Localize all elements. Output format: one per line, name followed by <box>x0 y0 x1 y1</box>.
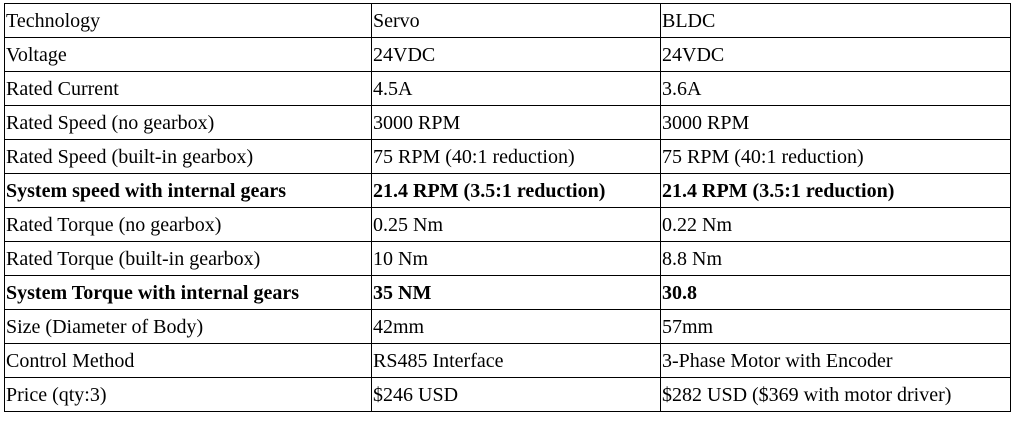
row-label: Size (Diameter of Body) <box>4 309 372 344</box>
table-row: Price (qty:3) $246 USD $282 USD ($369 with… <box>4 377 1011 412</box>
table-row: Technology Servo BLDC <box>4 3 1011 38</box>
table-cell: 75 RPM (40:1 reduction) <box>660 139 1011 174</box>
table-cell: BLDC <box>660 3 1011 38</box>
table-row: Voltage 24VDC 24VDC <box>4 37 1011 72</box>
table-cell: $246 USD <box>371 377 661 412</box>
table-cell: 0.22 Nm <box>660 207 1011 242</box>
row-label: Technology <box>4 3 372 38</box>
table-row: System speed with internal gears 21.4 RPM… <box>4 173 1011 208</box>
table-cell: 57mm <box>660 309 1011 344</box>
table-cell: 35 NM <box>371 275 661 310</box>
table-cell: 8.8 Nm <box>660 241 1011 276</box>
table-cell: 3-Phase Motor with Encoder <box>660 343 1011 378</box>
table-cell: 30.8 <box>660 275 1011 310</box>
table-row: Rated Torque (built-in gearbox) 10 Nm 8.8 … <box>4 241 1011 276</box>
table-cell: 3000 RPM <box>660 105 1011 140</box>
table-cell: 24VDC <box>660 37 1011 72</box>
row-label: Rated Speed (no gearbox) <box>4 105 372 140</box>
table-row: Rated Speed (no gearbox) 3000 RPM 3000 RPM <box>4 105 1011 140</box>
row-label: System speed with internal gears <box>4 173 372 208</box>
table-cell: Servo <box>371 3 661 38</box>
table-cell: $282 USD ($369 with motor driver) <box>660 377 1011 412</box>
table-cell: 21.4 RPM (3.5:1 reduction) <box>660 173 1011 208</box>
row-label: Price (qty:3) <box>4 377 372 412</box>
table-cell: 3.6A <box>660 71 1011 106</box>
table-row: System Torque with internal gears 35 NM 30… <box>4 275 1011 310</box>
table-cell: 0.25 Nm <box>371 207 661 242</box>
table-row: Control Method RS485 Interface 3-Phase Mot… <box>4 343 1011 378</box>
table-row: Rated Speed (built-in gearbox) 75 RPM (40… <box>4 139 1011 174</box>
row-label: Rated Torque (no gearbox) <box>4 207 372 242</box>
table-cell: RS485 Interface <box>371 343 661 378</box>
row-label: Rated Speed (built-in gearbox) <box>4 139 372 174</box>
row-label: Rated Current <box>4 71 372 106</box>
table-row: Size (Diameter of Body) 42mm 57mm <box>4 309 1011 344</box>
table-cell: 3000 RPM <box>371 105 661 140</box>
spec-table: Technology Servo BLDC Voltage 24VDC 24VDC Rate… <box>4 3 1011 412</box>
table-cell: 42mm <box>371 309 661 344</box>
table-cell: 4.5A <box>371 71 661 106</box>
table-cell: 75 RPM (40:1 reduction) <box>371 139 661 174</box>
table-cell: 24VDC <box>371 37 661 72</box>
table-cell: 21.4 RPM (3.5:1 reduction) <box>371 173 661 208</box>
row-label: Voltage <box>4 37 372 72</box>
table-row: Rated Torque (no gearbox) 0.25 Nm 0.22 Nm <box>4 207 1011 242</box>
table-row: Rated Current 4.5A 3.6A <box>4 71 1011 106</box>
row-label: Rated Torque (built-in gearbox) <box>4 241 372 276</box>
row-label: Control Method <box>4 343 372 378</box>
table-cell: 10 Nm <box>371 241 661 276</box>
row-label: System Torque with internal gears <box>4 275 372 310</box>
